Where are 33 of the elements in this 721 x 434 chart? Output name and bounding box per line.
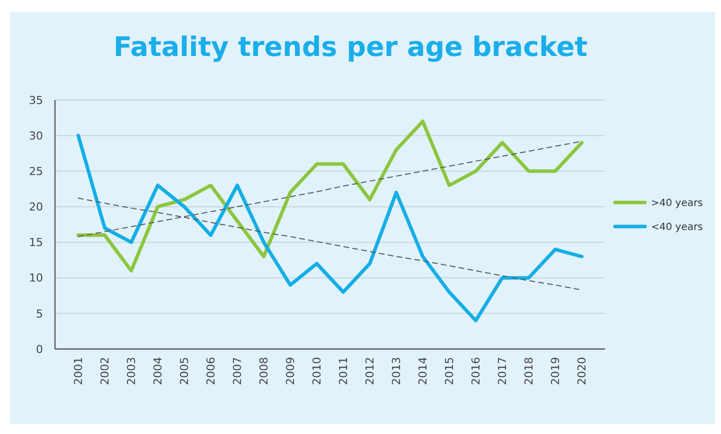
x-tick-label: 2014 xyxy=(416,357,430,385)
line-series xyxy=(76,120,584,272)
x-tick-label: 2020 xyxy=(576,357,589,385)
y-tick-label: 35 xyxy=(29,94,43,107)
x-tick-label: 2007 xyxy=(231,357,244,385)
y-tick-label: 25 xyxy=(29,164,43,178)
x-tick-label: 2006 xyxy=(204,357,218,385)
y-tick-label: 15 xyxy=(29,236,43,250)
x-tick-label: 2018 xyxy=(522,357,536,385)
y-tick-label: 5 xyxy=(36,307,43,320)
x-tick-label: 2013 xyxy=(390,357,404,385)
x-tick-label: 2008 xyxy=(258,357,271,385)
y-tick-label: 10 xyxy=(29,272,43,285)
x-tick-label: 2016 xyxy=(470,357,483,385)
x-tick-label: 2002 xyxy=(98,357,112,385)
y-tick-label: 20 xyxy=(29,200,43,214)
x-tick-label: 2003 xyxy=(125,357,138,385)
chart-title: Fatality trends per age bracket xyxy=(113,32,588,63)
x-tick-label: 2015 xyxy=(443,357,456,385)
x-tick-label: 2001 xyxy=(72,357,86,385)
x-tick-label: 2012 xyxy=(364,357,377,385)
x-tick-label: 2017 xyxy=(496,357,510,385)
x-tick-label: 2019 xyxy=(549,357,562,385)
legend-label: <40 years xyxy=(651,222,703,233)
y-tick-label: 30 xyxy=(29,129,43,142)
x-tick-label: 2004 xyxy=(152,357,165,385)
x-tick-label: 2010 xyxy=(310,357,324,385)
line-series xyxy=(76,134,584,322)
x-tick-label: 2005 xyxy=(178,357,192,385)
x-tick-label: 2009 xyxy=(284,357,298,385)
y-tick-label: 0 xyxy=(36,342,43,356)
x-tick-label: 2011 xyxy=(337,357,350,385)
legend-label: >40 years xyxy=(651,198,703,209)
